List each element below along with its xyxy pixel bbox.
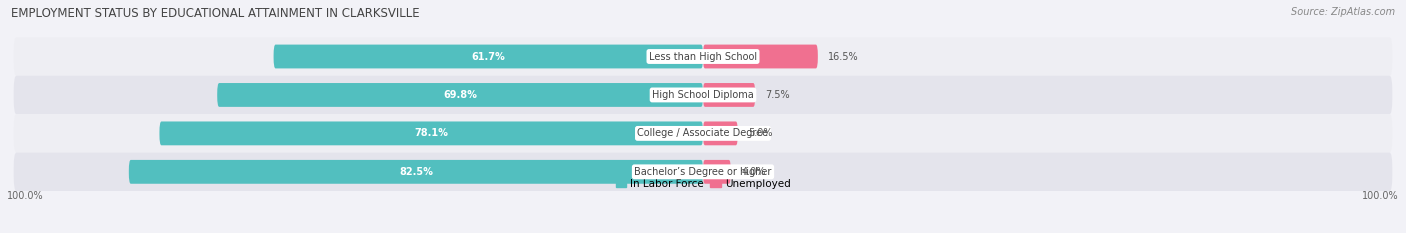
Text: 5.0%: 5.0%: [748, 128, 773, 138]
Text: Bachelor’s Degree or higher: Bachelor’s Degree or higher: [634, 167, 772, 177]
FancyBboxPatch shape: [14, 76, 1392, 114]
FancyBboxPatch shape: [14, 114, 1392, 153]
FancyBboxPatch shape: [14, 153, 1392, 191]
Text: College / Associate Degree: College / Associate Degree: [637, 128, 769, 138]
Text: 69.8%: 69.8%: [443, 90, 477, 100]
FancyBboxPatch shape: [274, 45, 703, 69]
FancyBboxPatch shape: [703, 160, 731, 184]
FancyBboxPatch shape: [217, 83, 703, 107]
Text: 61.7%: 61.7%: [471, 51, 505, 62]
Text: Less than High School: Less than High School: [650, 51, 756, 62]
FancyBboxPatch shape: [129, 160, 703, 184]
Text: High School Diploma: High School Diploma: [652, 90, 754, 100]
Text: 100.0%: 100.0%: [7, 191, 44, 201]
Text: 7.5%: 7.5%: [766, 90, 790, 100]
Legend: In Labor Force, Unemployed: In Labor Force, Unemployed: [616, 179, 790, 189]
Text: 16.5%: 16.5%: [828, 51, 859, 62]
Text: 4.0%: 4.0%: [741, 167, 766, 177]
FancyBboxPatch shape: [703, 45, 818, 69]
Text: EMPLOYMENT STATUS BY EDUCATIONAL ATTAINMENT IN CLARKSVILLE: EMPLOYMENT STATUS BY EDUCATIONAL ATTAINM…: [11, 7, 420, 20]
Text: 78.1%: 78.1%: [415, 128, 449, 138]
FancyBboxPatch shape: [14, 37, 1392, 76]
FancyBboxPatch shape: [159, 121, 703, 145]
Text: Source: ZipAtlas.com: Source: ZipAtlas.com: [1291, 7, 1395, 17]
Text: 82.5%: 82.5%: [399, 167, 433, 177]
FancyBboxPatch shape: [703, 83, 755, 107]
FancyBboxPatch shape: [703, 121, 738, 145]
Text: 100.0%: 100.0%: [1362, 191, 1399, 201]
